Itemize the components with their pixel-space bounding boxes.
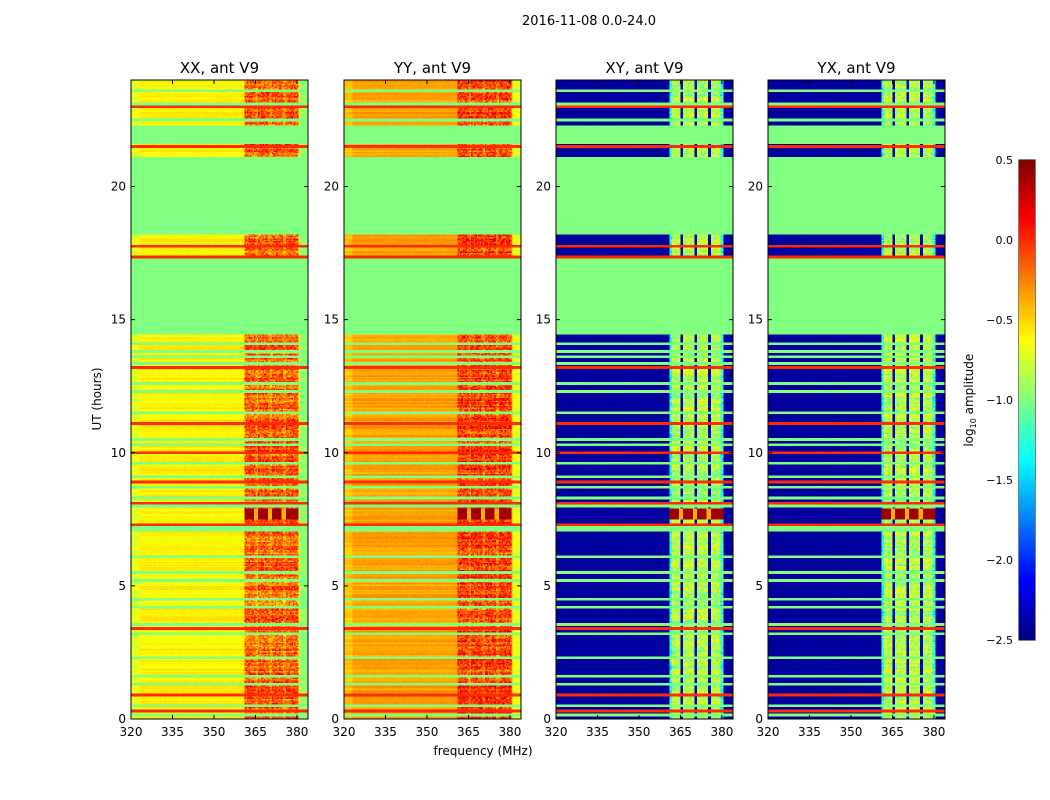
panel-title: XY, ant V9 (605, 59, 684, 77)
x-tick-label: 350 (840, 725, 863, 739)
x-tick-label: 320 (757, 725, 780, 739)
panel-title: XX, ant V9 (179, 59, 260, 77)
x-tick-label: 335 (798, 725, 821, 739)
colorbar-tick-label: −1.0 (986, 394, 1013, 407)
colorbar-label: log10 amplitude (961, 353, 979, 447)
x-tick-label: 380 (498, 725, 521, 739)
y-tick-label: 15 (324, 313, 339, 327)
x-tick-label: 380 (922, 725, 945, 739)
y-tick-label: 20 (324, 180, 339, 194)
y-tick-label: 10 (536, 446, 551, 460)
x-tick-label: 365 (881, 725, 904, 739)
y-tick-label: 5 (543, 579, 551, 593)
panel-frame (343, 79, 522, 720)
panel-frame (130, 79, 309, 720)
x-tick-label: 365 (669, 725, 692, 739)
colorbar-tick-label: −1.5 (986, 474, 1013, 487)
panel-title: YX, ant V9 (817, 59, 896, 77)
y-tick-label: 20 (111, 180, 126, 194)
x-tick-label: 365 (457, 725, 480, 739)
x-tick-label: 320 (333, 725, 356, 739)
panel-frame (767, 79, 946, 720)
y-tick-label: 5 (118, 579, 126, 593)
colorbar-tick-label: −2.5 (986, 634, 1013, 647)
y-tick-label: 0 (118, 712, 126, 726)
x-tick-label: 320 (120, 725, 143, 739)
x-tick-label: 350 (628, 725, 651, 739)
heatmap-xx (131, 80, 308, 719)
x-tick-label: 350 (416, 725, 439, 739)
y-tick-label: 10 (748, 446, 763, 460)
y-axis-label: UT (hours) (90, 367, 104, 431)
heatmap-yy (344, 80, 521, 719)
y-tick-label: 15 (748, 313, 763, 327)
x-tick-label: 335 (586, 725, 609, 739)
y-tick-label: 10 (111, 446, 126, 460)
colorbar-tick-label: 0.0 (996, 234, 1014, 247)
x-tick-label: 320 (545, 725, 568, 739)
y-tick-label: 0 (331, 712, 339, 726)
panel-frame (555, 79, 734, 720)
y-tick-label: 10 (324, 446, 339, 460)
y-tick-label: 0 (755, 712, 763, 726)
heatmap-xy (556, 80, 733, 719)
panel-title: YY, ant V9 (393, 59, 471, 77)
colorbar-tick-label: −2.0 (986, 554, 1013, 567)
x-tick-label: 365 (244, 725, 267, 739)
colorbar (1019, 160, 1035, 640)
x-tick-label: 335 (161, 725, 184, 739)
y-tick-label: 20 (748, 180, 763, 194)
y-tick-label: 15 (536, 313, 551, 327)
x-tick-label: 350 (203, 725, 226, 739)
figure-title: 2016-11-08 0.0-24.0 (522, 14, 656, 29)
y-tick-label: 5 (331, 579, 339, 593)
x-axis-label: frequency (MHz) (433, 744, 533, 758)
x-tick-label: 335 (374, 725, 397, 739)
y-tick-label: 5 (755, 579, 763, 593)
colorbar-tick-label: 0.5 (996, 154, 1014, 167)
x-tick-label: 380 (710, 725, 733, 739)
heatmap-yx (768, 80, 945, 719)
y-tick-label: 20 (536, 180, 551, 194)
colorbar-tick-label: −0.5 (986, 314, 1013, 327)
y-tick-label: 0 (543, 712, 551, 726)
x-tick-label: 380 (285, 725, 308, 739)
y-tick-label: 15 (111, 313, 126, 327)
